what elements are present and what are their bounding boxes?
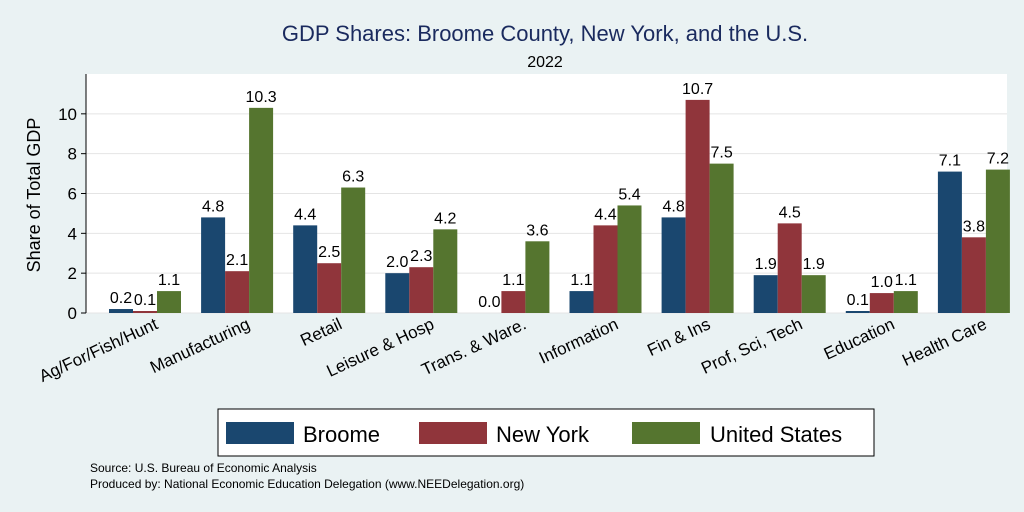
source-note: Source: U.S. Bureau of Economic Analysis <box>90 461 317 475</box>
y-tick-label: 2 <box>68 264 77 283</box>
y-tick-label: 8 <box>68 145 77 164</box>
x-tick-label: Fin & Ins <box>644 314 713 360</box>
bar-value-label: 3.6 <box>526 222 548 239</box>
chart-title: GDP Shares: Broome County, New York, and… <box>282 21 808 46</box>
bar-value-label: 6.3 <box>342 169 364 186</box>
bar <box>133 311 157 313</box>
y-axis-label: Share of Total GDP <box>24 118 44 273</box>
bar <box>753 275 778 313</box>
bar <box>385 273 410 313</box>
bar-value-label: 0.0 <box>478 294 500 311</box>
bar <box>709 163 734 313</box>
bar <box>685 99 710 314</box>
bar-value-label: 10.3 <box>246 89 277 106</box>
bar-value-label: 1.9 <box>755 256 777 273</box>
bar <box>937 171 962 313</box>
x-tick-label: Education <box>821 314 898 363</box>
bar-value-label: 7.1 <box>939 153 961 170</box>
bar <box>501 291 526 313</box>
bar-value-label: 5.4 <box>618 186 640 203</box>
bar-value-label: 1.0 <box>871 274 893 291</box>
x-tick-label: Health Care <box>899 314 989 370</box>
bar-value-label: 0.1 <box>847 292 869 309</box>
x-tick-label: Ag/For/Fish/Hunt <box>36 314 161 386</box>
bar <box>661 217 686 313</box>
y-tick-label: 6 <box>68 185 77 204</box>
bar <box>201 217 226 313</box>
x-tick-label: Prof, Sci, Tech <box>698 314 805 377</box>
legend-label-broome: Broome <box>303 422 380 447</box>
bar-value-label: 2.5 <box>318 244 340 261</box>
bar <box>433 229 458 313</box>
bar <box>317 263 342 313</box>
legend-swatch-united-states <box>632 422 700 444</box>
bar-value-label: 1.1 <box>895 272 917 289</box>
bar-value-label: 4.8 <box>202 198 224 215</box>
bar <box>569 291 594 313</box>
legend-swatch-new-york <box>419 422 487 444</box>
bar-value-label: 4.4 <box>594 206 616 223</box>
legend: Broome New York United States <box>217 408 875 457</box>
bar-value-label: 4.4 <box>294 206 316 223</box>
y-axis-ticks: 0 2 4 6 8 10 <box>58 105 86 323</box>
bar <box>225 271 250 313</box>
bar-value-label: 7.2 <box>987 151 1009 168</box>
x-tick-label: Retail <box>297 314 344 350</box>
bar <box>157 291 181 313</box>
legend-box <box>217 408 875 457</box>
bar-value-label: 0.1 <box>134 292 156 309</box>
bar-value-label: 7.5 <box>710 145 732 162</box>
bar <box>409 267 434 313</box>
bar-value-label: 0.2 <box>110 290 132 307</box>
bar <box>869 293 894 313</box>
bar-value-label: 4.8 <box>662 198 684 215</box>
bar-value-label: 4.5 <box>779 204 801 221</box>
x-tick-label: Trans. & Ware. <box>419 314 529 379</box>
bar <box>525 241 550 313</box>
legend-label-united-states: United States <box>710 422 842 447</box>
bar <box>617 205 642 313</box>
bar-value-label: 2.0 <box>386 254 408 271</box>
legend-label-new-york: New York <box>496 422 590 447</box>
bar-value-label: 2.3 <box>410 248 432 265</box>
bar <box>961 237 986 313</box>
bar <box>801 275 826 313</box>
bar <box>341 187 366 313</box>
value-labels: 0.2 0.11.14.82.110.34.42.56.32.0 2.34.20.0… <box>110 81 1009 311</box>
bar-value-label: 1.9 <box>803 256 825 273</box>
y-tick-label: 10 <box>58 105 77 124</box>
chart-subtitle: 2022 <box>527 54 563 71</box>
bar <box>593 225 618 313</box>
bar-value-label: 4.2 <box>434 210 456 227</box>
y-tick-label: 0 <box>68 304 77 323</box>
bar <box>985 169 1010 313</box>
bar-value-label: 1.1 <box>570 272 592 289</box>
bar-value-label: 1.1 <box>158 272 180 289</box>
bar <box>845 311 870 313</box>
y-tick-label: 4 <box>68 224 77 243</box>
x-tick-label: Manufacturing <box>147 314 253 377</box>
bar-value-label: 2.1 <box>226 252 248 269</box>
bar-value-label: 10.7 <box>682 81 713 98</box>
bar <box>293 225 318 313</box>
producer-note: Produced by: National Economic Education… <box>90 477 524 491</box>
bar-value-label: 1.1 <box>502 272 524 289</box>
x-tick-label: Information <box>536 314 621 367</box>
bar-value-label: 3.8 <box>963 218 985 235</box>
bar <box>109 309 133 313</box>
bar <box>249 107 274 313</box>
bar <box>777 223 802 313</box>
legend-swatch-broome <box>226 422 294 444</box>
bars <box>109 99 1010 314</box>
bar <box>893 291 918 313</box>
